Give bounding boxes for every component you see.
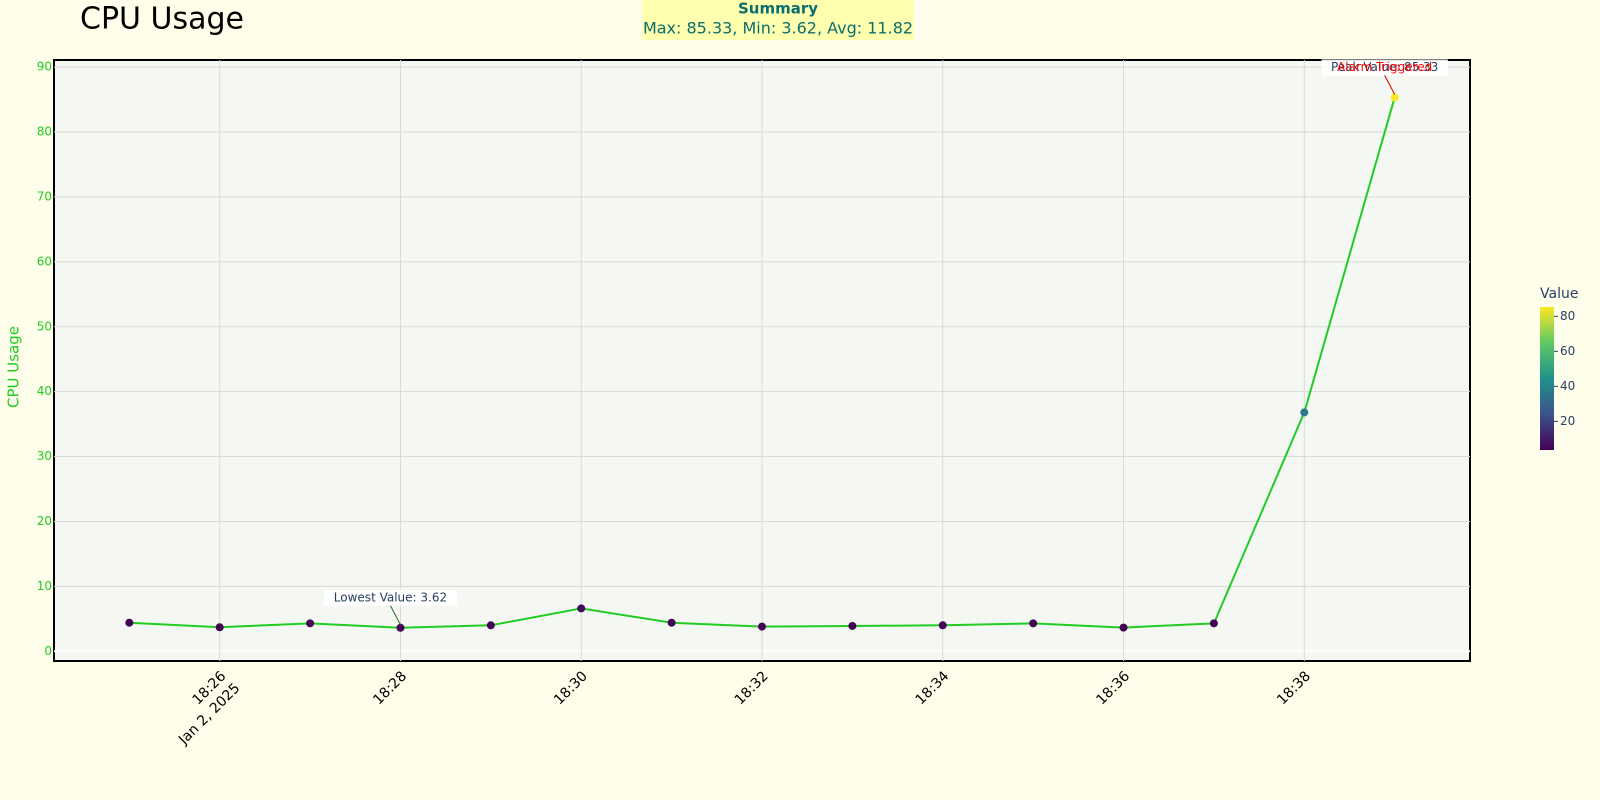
marker bbox=[486, 621, 495, 630]
marker bbox=[758, 622, 766, 631]
annotation-box bbox=[1321, 59, 1448, 76]
y-tick-label: 30 bbox=[37, 449, 52, 463]
marker bbox=[125, 618, 134, 627]
colorbar bbox=[1540, 307, 1554, 450]
y-tick-label: 20 bbox=[37, 514, 52, 528]
marker bbox=[848, 621, 857, 630]
colorbar-tick-label: 40 bbox=[1560, 379, 1575, 393]
chart-title: CPU Usage bbox=[80, 2, 244, 37]
y-tick-label: 10 bbox=[37, 579, 52, 593]
colorbar-tick-label: 20 bbox=[1560, 414, 1575, 428]
marker bbox=[577, 604, 586, 613]
annotation-arrow bbox=[1384, 75, 1396, 95]
marker bbox=[396, 623, 405, 632]
colorbar-title: Value bbox=[1540, 286, 1578, 302]
annotation-text: Alarm Triggered bbox=[1337, 60, 1432, 74]
colorbar-tick-label: 60 bbox=[1560, 344, 1575, 358]
marker bbox=[938, 621, 947, 630]
annotation-box bbox=[323, 589, 458, 606]
annotation-text: Peak Value: 85.33 bbox=[1331, 60, 1438, 74]
y-axis-title: CPU Usage bbox=[5, 326, 23, 408]
y-tick-label: 70 bbox=[37, 189, 52, 203]
summary-box bbox=[642, 0, 914, 40]
y-tick-label: 60 bbox=[37, 254, 52, 268]
marker bbox=[306, 619, 315, 628]
marker bbox=[1209, 619, 1218, 628]
annotation-arrow bbox=[390, 605, 401, 626]
y-tick-label: 50 bbox=[37, 319, 52, 333]
y-tick-label: 0 bbox=[44, 644, 52, 658]
marker bbox=[1390, 93, 1399, 102]
marker bbox=[1300, 408, 1309, 417]
summary-text: Max: 85.33, Min: 3.62, Avg: 11.82 bbox=[643, 19, 913, 38]
marker bbox=[1029, 619, 1038, 628]
y-tick-label: 80 bbox=[37, 125, 52, 139]
marker bbox=[215, 623, 224, 632]
annotation-text: Lowest Value: 3.62 bbox=[334, 590, 447, 604]
colorbar-tick-label: 80 bbox=[1560, 309, 1575, 323]
y-tick-label: 40 bbox=[37, 384, 52, 398]
y-tick-label: 90 bbox=[37, 60, 52, 74]
summary-title: Summary bbox=[738, 0, 818, 18]
marker bbox=[667, 618, 676, 627]
marker bbox=[1119, 623, 1128, 632]
